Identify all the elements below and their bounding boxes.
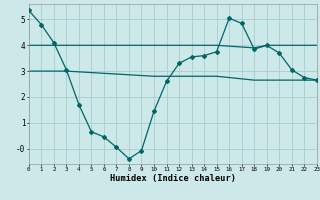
X-axis label: Humidex (Indice chaleur): Humidex (Indice chaleur) xyxy=(110,174,236,183)
